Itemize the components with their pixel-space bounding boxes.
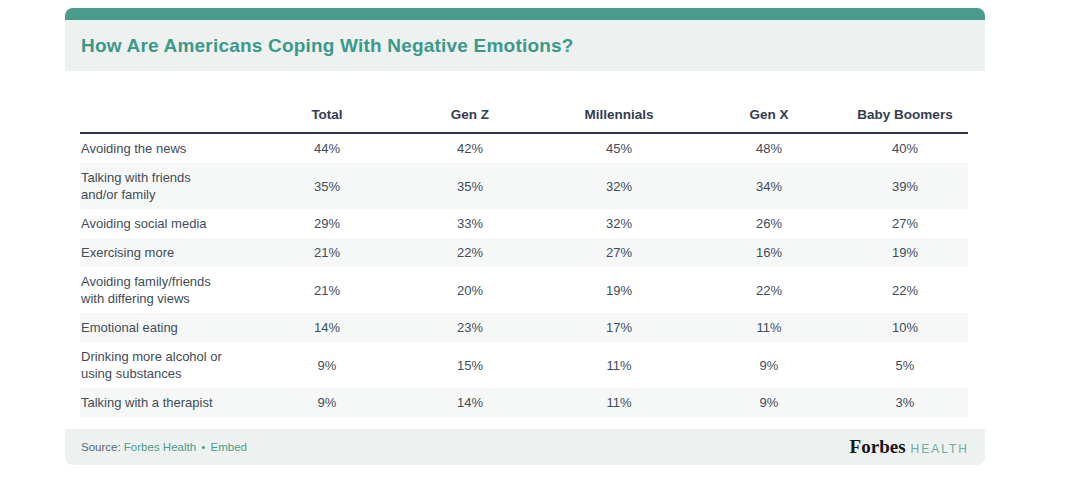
cell-value: 27% [842, 209, 968, 238]
row-label: Avoiding social media [80, 209, 256, 238]
cell-value: 9% [256, 342, 398, 388]
cell-value: 35% [398, 163, 542, 209]
source-prefix: Source: [81, 441, 121, 453]
cell-value: 11% [542, 388, 696, 417]
cell-value: 9% [256, 388, 398, 417]
cell-value: 26% [696, 209, 842, 238]
table-row: Avoiding the news 44% 42% 45% 48% 40% [80, 133, 968, 163]
cell-value: 22% [696, 267, 842, 313]
table-row: Exercising more 21% 22% 27% 16% 19% [80, 238, 968, 267]
cell-value: 23% [398, 313, 542, 342]
cell-value: 48% [696, 133, 842, 163]
cell-value: 21% [256, 238, 398, 267]
table-row: Avoiding family/friends with differing v… [80, 267, 968, 313]
cell-value: 42% [398, 133, 542, 163]
source-link-forbes-health[interactable]: Forbes Health [124, 441, 196, 453]
embed-link[interactable]: Embed [211, 441, 247, 453]
table-row: Emotional eating 14% 23% 17% 11% 10% [80, 313, 968, 342]
cell-value: 15% [398, 342, 542, 388]
cell-value: 14% [256, 313, 398, 342]
table-header-row: Total Gen Z Millennials Gen X Baby Boome… [80, 99, 968, 133]
source-separator: • [199, 441, 207, 453]
cell-value: 19% [842, 238, 968, 267]
cell-value: 10% [842, 313, 968, 342]
cell-value: 35% [256, 163, 398, 209]
table-row: Avoiding social media 29% 33% 32% 26% 27… [80, 209, 968, 238]
table-row: Talking with a therapist 9% 14% 11% 9% 3… [80, 388, 968, 417]
cell-value: 9% [696, 342, 842, 388]
cell-value: 9% [696, 388, 842, 417]
cell-value: 27% [542, 238, 696, 267]
forbes-wordmark: Forbes [850, 436, 906, 458]
cell-value: 16% [696, 238, 842, 267]
cell-value: 40% [842, 133, 968, 163]
cell-value: 11% [696, 313, 842, 342]
cell-value: 22% [842, 267, 968, 313]
column-header-blank [80, 99, 256, 133]
column-header-gen-x: Gen X [696, 99, 842, 133]
footer: Source: Forbes Health • Embed Forbes HEA… [65, 429, 985, 465]
cell-value: 11% [542, 342, 696, 388]
row-label: Talking with a therapist [80, 388, 256, 417]
data-table: Total Gen Z Millennials Gen X Baby Boome… [80, 99, 968, 417]
cell-value: 17% [542, 313, 696, 342]
cell-value: 21% [256, 267, 398, 313]
column-header-gen-z: Gen Z [398, 99, 542, 133]
embed-card: How Are Americans Coping With Negative E… [65, 8, 985, 465]
header: How Are Americans Coping With Negative E… [65, 20, 985, 71]
row-label: Avoiding family/friends with differing v… [80, 267, 256, 313]
cell-value: 33% [398, 209, 542, 238]
table-row: Drinking more alcohol or using substance… [80, 342, 968, 388]
cell-value: 45% [542, 133, 696, 163]
cell-value: 29% [256, 209, 398, 238]
cell-value: 14% [398, 388, 542, 417]
table-row: Talking with friends and/or family 35% 3… [80, 163, 968, 209]
source-line: Source: Forbes Health • Embed [81, 441, 247, 453]
cell-value: 44% [256, 133, 398, 163]
cell-value: 39% [842, 163, 968, 209]
row-label: Exercising more [80, 238, 256, 267]
cell-value: 19% [542, 267, 696, 313]
cell-value: 34% [696, 163, 842, 209]
cell-value: 3% [842, 388, 968, 417]
cell-value: 22% [398, 238, 542, 267]
chart-title: How Are Americans Coping With Negative E… [81, 35, 574, 57]
cell-value: 20% [398, 267, 542, 313]
cell-value: 5% [842, 342, 968, 388]
table-section: Total Gen Z Millennials Gen X Baby Boome… [65, 71, 985, 429]
row-label: Emotional eating [80, 313, 256, 342]
column-header-baby-boomers: Baby Boomers [842, 99, 968, 133]
health-wordmark: HEALTH [911, 442, 969, 456]
column-header-total: Total [256, 99, 398, 133]
cell-value: 32% [542, 163, 696, 209]
row-label: Avoiding the news [80, 133, 256, 163]
cell-value: 32% [542, 209, 696, 238]
top-accent-bar [65, 8, 985, 20]
forbes-health-logo[interactable]: Forbes HEALTH [850, 436, 969, 458]
row-label: Drinking more alcohol or using substance… [80, 342, 256, 388]
row-label: Talking with friends and/or family [80, 163, 256, 209]
column-header-millennials: Millennials [542, 99, 696, 133]
